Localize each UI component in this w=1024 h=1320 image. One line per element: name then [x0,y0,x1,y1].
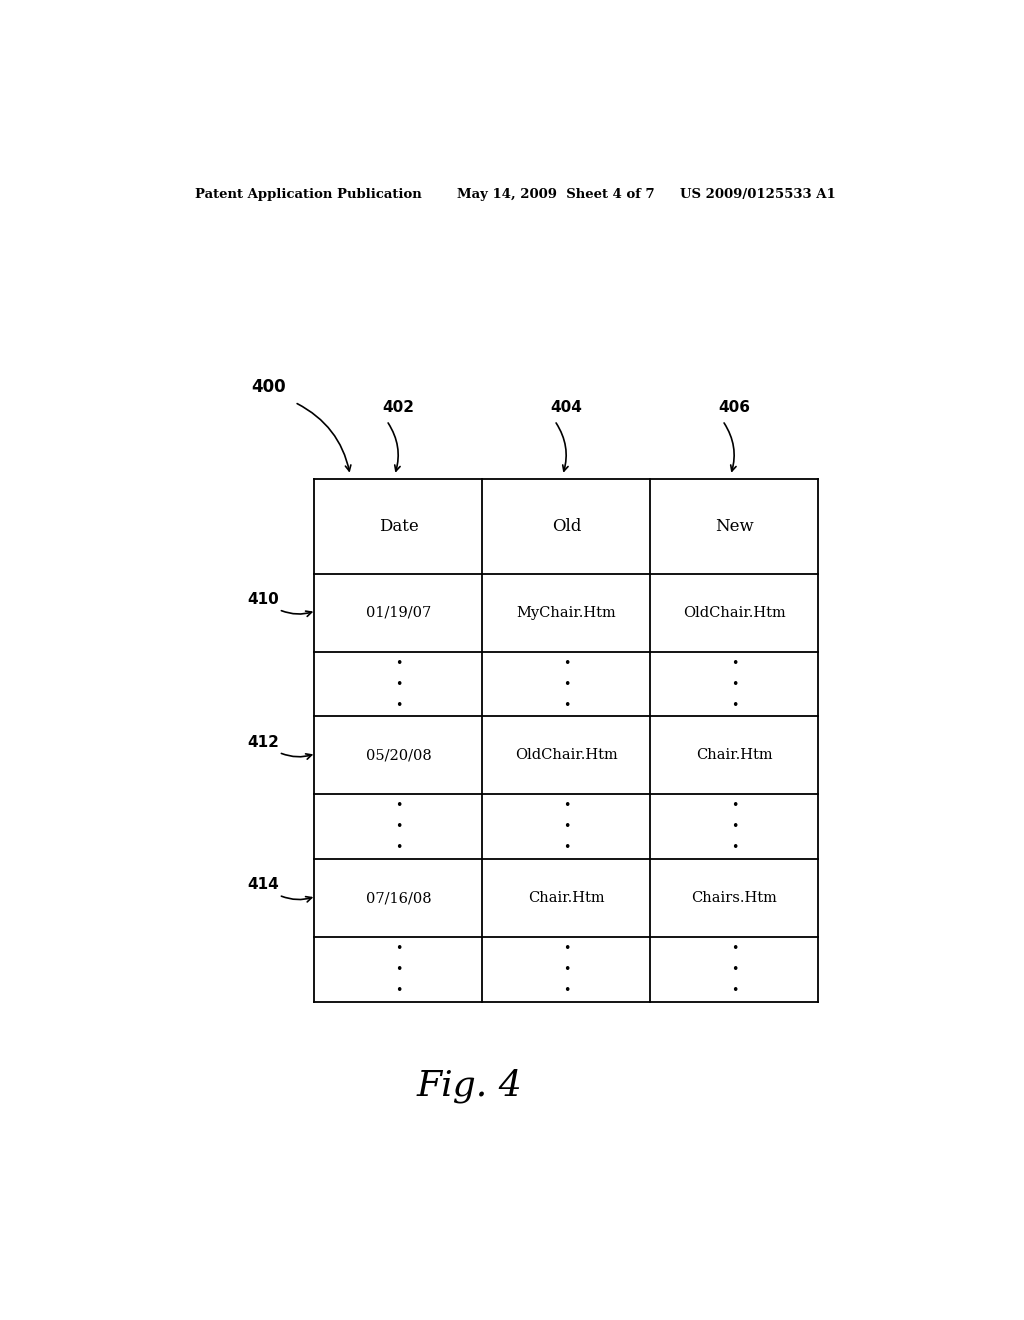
Text: US 2009/0125533 A1: US 2009/0125533 A1 [680,189,836,202]
Text: •
•
•: • • • [395,656,402,711]
Text: Old: Old [552,517,582,535]
Text: Chairs.Htm: Chairs.Htm [691,891,777,906]
Text: •
•
•: • • • [395,942,402,997]
Text: 406: 406 [719,400,751,414]
Text: •
•
•: • • • [395,800,402,854]
Text: •
•
•: • • • [731,656,738,711]
Text: 400: 400 [251,378,286,396]
Text: 07/16/08: 07/16/08 [366,891,431,906]
Text: 05/20/08: 05/20/08 [366,748,431,763]
Text: Chair.Htm: Chair.Htm [528,891,605,906]
Text: •
•
•: • • • [563,656,570,711]
Text: 412: 412 [247,735,279,750]
Text: 414: 414 [247,878,279,892]
Text: 410: 410 [247,591,279,607]
Text: •
•
•: • • • [731,942,738,997]
Text: 404: 404 [551,400,583,414]
Text: 402: 402 [383,400,415,414]
Text: •
•
•: • • • [731,800,738,854]
Text: MyChair.Htm: MyChair.Htm [516,606,616,619]
Text: •
•
•: • • • [563,942,570,997]
Text: 01/19/07: 01/19/07 [366,606,431,619]
Text: New: New [715,517,754,535]
Text: Patent Application Publication: Patent Application Publication [196,189,422,202]
Text: OldChair.Htm: OldChair.Htm [683,606,785,619]
Text: Date: Date [379,517,419,535]
Text: May 14, 2009  Sheet 4 of 7: May 14, 2009 Sheet 4 of 7 [458,189,655,202]
Text: •
•
•: • • • [563,800,570,854]
Text: Fig. 4: Fig. 4 [417,1068,522,1102]
Text: OldChair.Htm: OldChair.Htm [515,748,617,763]
Text: Chair.Htm: Chair.Htm [696,748,773,763]
